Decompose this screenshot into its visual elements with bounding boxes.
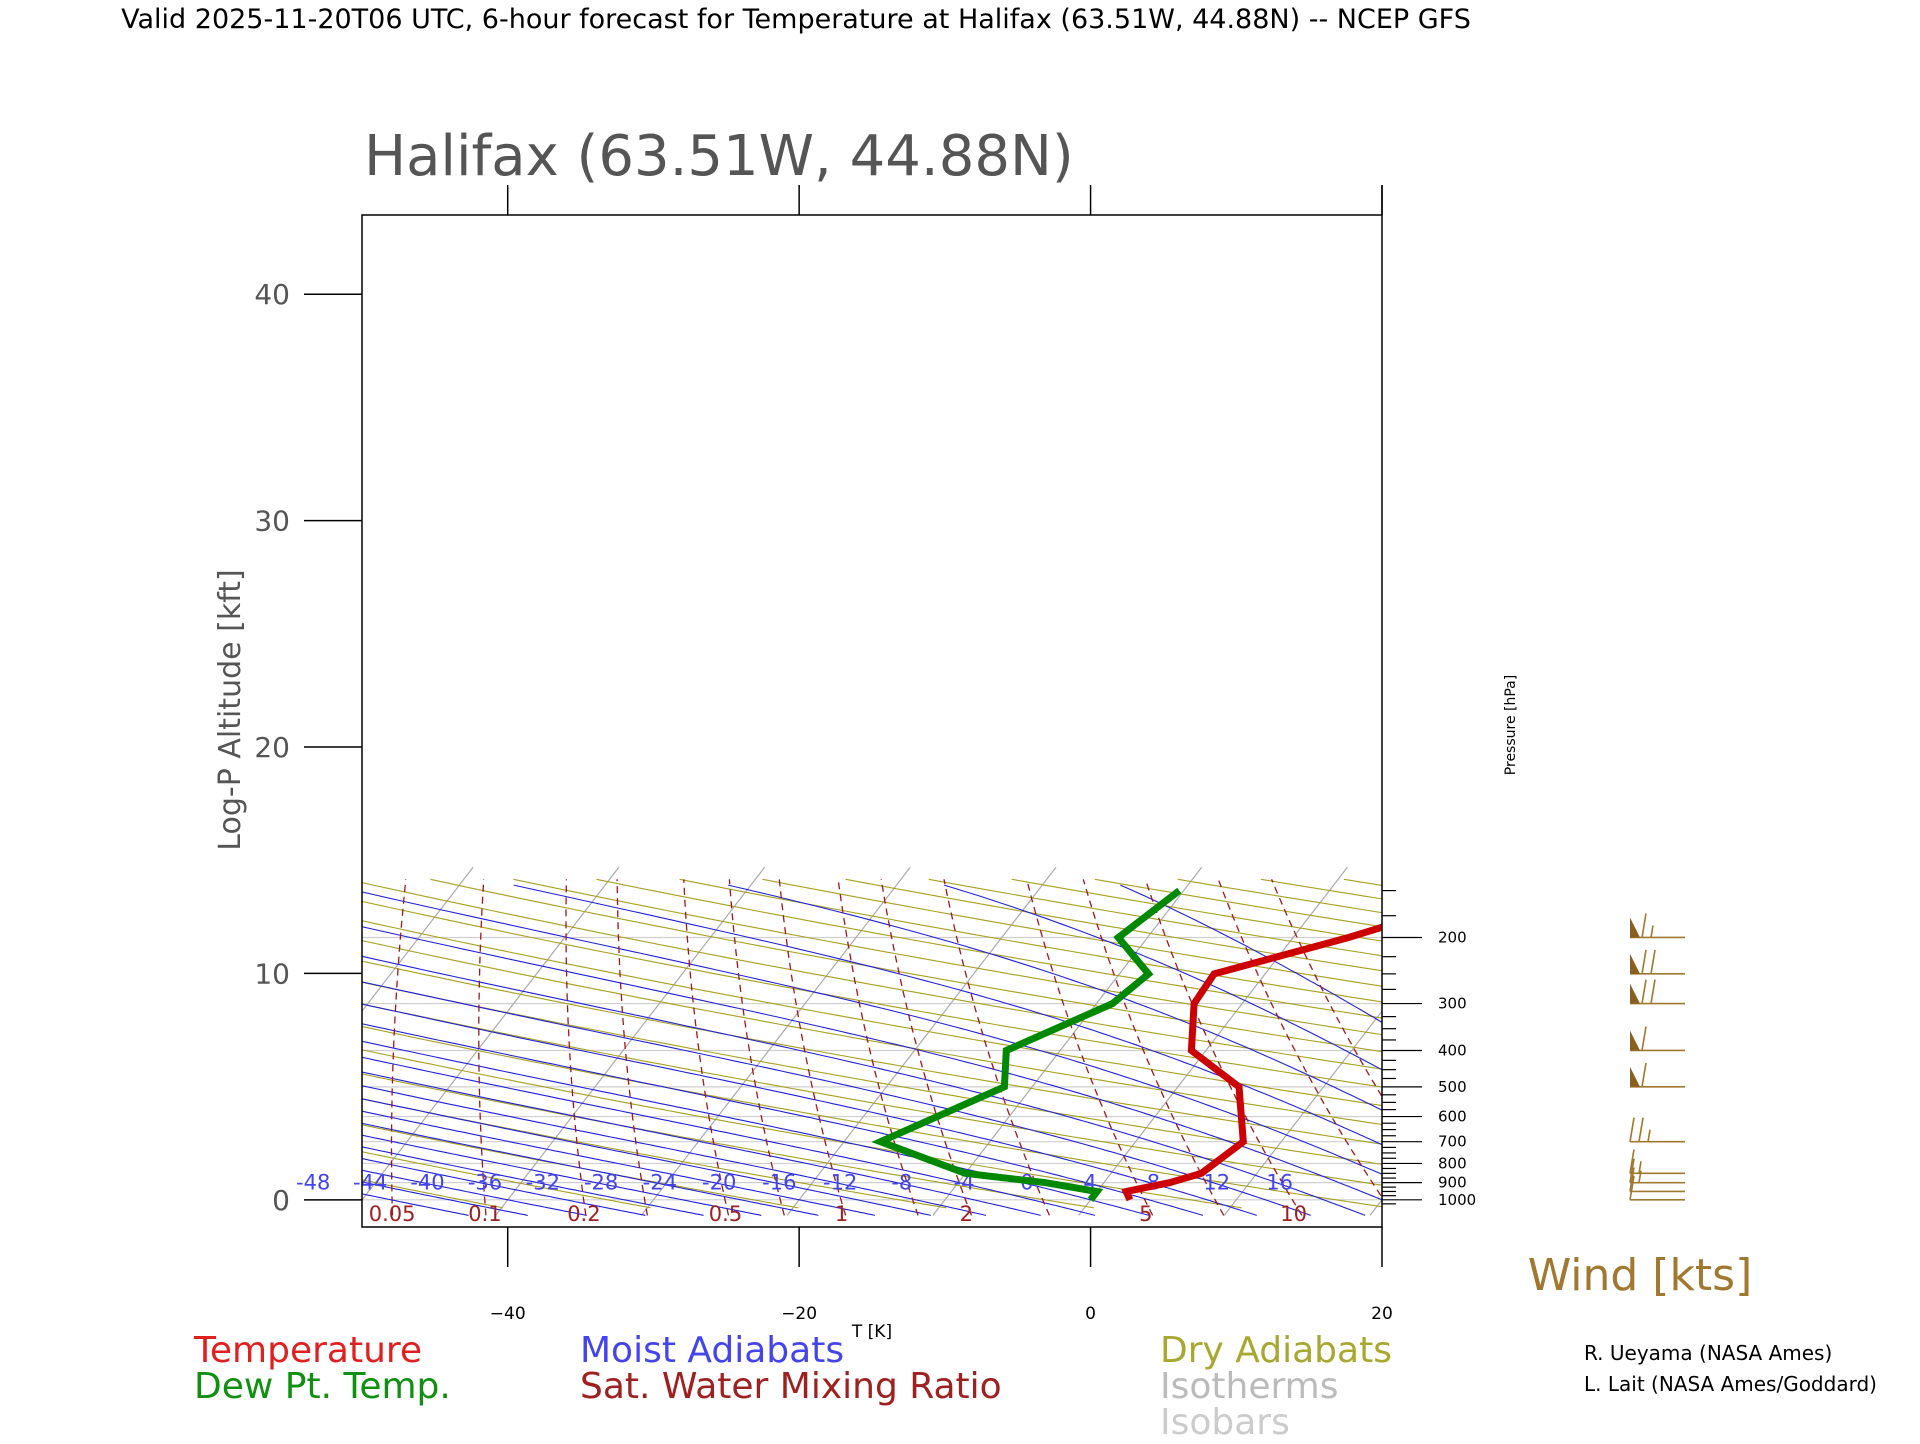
x-tick-label: 0 (1085, 1304, 1096, 1324)
mixing-ratio-label: 5 (1139, 1202, 1152, 1226)
moist-adiabat-label: -28 (584, 1171, 618, 1195)
wind-barbs (1630, 913, 1685, 1199)
pressure-tick-label: 600 (1438, 1108, 1467, 1126)
dry-adiabat-line (0, 879, 1242, 1208)
wind-barb (1630, 950, 1685, 974)
y-tick-label: 10 (254, 957, 290, 990)
mixing-ratio-labels: 0.05 0.1 0.2 0.5 1 2 5 10 (369, 1202, 1307, 1226)
legend-moist-adiabats: Moist Adiabats (580, 1330, 844, 1371)
moist-adiabat-label: -40 (410, 1171, 444, 1195)
mixing-ratio-line (684, 879, 729, 1215)
wind-barb (1630, 980, 1685, 1004)
mixing-ratio-label: 1 (835, 1202, 848, 1226)
credit-line-1: R. Ueyama (NASA Ames) (1584, 1341, 1832, 1365)
wind-barb (1630, 913, 1685, 937)
dry-adiabat-line (0, 879, 503, 1208)
x-axis-label: T [K] (851, 1322, 892, 1342)
moist-adiabat-label: -32 (526, 1171, 560, 1195)
x-tick-label: 20 (1371, 1304, 1393, 1324)
moist-adiabat-label: 16 (1266, 1171, 1293, 1195)
pressure-tick-label: 800 (1438, 1154, 1467, 1172)
mixing-ratio-label: 0.05 (369, 1202, 416, 1226)
header-title: Valid 2025-11-20T06 UTC, 6-hour forecast… (121, 4, 1471, 35)
pressure-tick-label: 700 (1438, 1133, 1467, 1151)
mixing-ratio-line (944, 879, 1049, 1215)
isotherm-line (1516, 867, 1785, 1215)
wind-barb (1630, 1063, 1685, 1087)
isotherm-line (59, 867, 328, 1215)
wind-barb (1630, 1176, 1685, 1200)
dry-adiabat-line (0, 879, 60, 1208)
wind-barb (1630, 1026, 1685, 1050)
pressure-tick-label: 300 (1438, 995, 1467, 1013)
mixing-ratio-label: 0.2 (567, 1202, 600, 1226)
wind-label: Wind [kts] (1528, 1250, 1753, 1301)
pressure-tick-label: 400 (1438, 1041, 1467, 1059)
isotherm-line (0, 867, 36, 1215)
y2-axis-label: Pressure [hPa] (1503, 675, 1519, 775)
pressure-tick-label: 200 (1438, 928, 1467, 946)
moist-adiabat-label: 12 (1203, 1171, 1230, 1195)
dry-adiabat-line (264, 879, 1920, 1208)
mixing-ratio-label: 0.5 (709, 1202, 742, 1226)
wind-barb (1630, 1118, 1685, 1142)
isotherm-line (0, 867, 182, 1215)
dry-adiabat-line (0, 879, 355, 1208)
legend-mixing-ratio: Sat. Water Mixing Ratio (580, 1366, 1002, 1407)
x-tick-label: −20 (781, 1304, 817, 1324)
legend-isotherms: Isotherms (1160, 1366, 1338, 1407)
wind-barb (1630, 1149, 1685, 1173)
moist-adiabat-label: -24 (643, 1171, 677, 1195)
chart-title: Halifax (63.51W, 44.88N) (364, 124, 1074, 189)
moist-adiabat-label: -36 (468, 1171, 502, 1195)
pressure-tick-label: 900 (1438, 1174, 1467, 1192)
moist-adiabat-label: -44 (353, 1171, 387, 1195)
dry-adiabat-line (0, 879, 1389, 1208)
legend-dewpoint: Dew Pt. Temp. (194, 1366, 451, 1407)
y-tick-label: 20 (254, 731, 290, 764)
credit-line-2: L. Lait (NASA Ames/Goddard) (1584, 1372, 1877, 1396)
x-tick-label: −40 (490, 1304, 526, 1324)
moist-adiabat-label: -12 (823, 1171, 857, 1195)
mixing-ratio-line (881, 879, 971, 1215)
y-tick-label: 0 (272, 1184, 290, 1217)
y-tick-label: 30 (254, 505, 290, 538)
moist-adiabat-label: -8 (891, 1171, 912, 1195)
dry-adiabat-line (1178, 879, 1920, 1208)
moist-adiabat-label: -20 (702, 1171, 736, 1195)
dry-adiabat-line (0, 879, 1685, 1208)
y-axis-label: Log-P Altitude [kft] (213, 569, 248, 850)
mixing-ratio-line (617, 879, 647, 1215)
pressure-tick-label: 1000 (1438, 1191, 1476, 1209)
legend-isobars: Isobars (1160, 1402, 1290, 1440)
dry-adiabat-line (1261, 879, 1920, 1208)
dry-adiabat-line (0, 879, 207, 1208)
mixing-ratio-label: 2 (960, 1202, 973, 1226)
legend-dry-adiabats: Dry Adiabats (1160, 1330, 1392, 1371)
mixing-ratio-line (729, 879, 784, 1215)
wind-barb (1630, 1167, 1685, 1191)
dry-adiabat-line (929, 879, 1920, 1208)
dry-adiabat-line (597, 879, 1920, 1208)
moist-adiabat-label: -16 (762, 1171, 796, 1195)
wind-barb (1630, 1159, 1685, 1183)
legend: Temperature Dew Pt. Temp. Moist Adiabats… (193, 1330, 1392, 1440)
mixing-ratio-label: 0.1 (468, 1202, 501, 1226)
mixing-ratio-label: 10 (1280, 1202, 1307, 1226)
isotherm-line (1661, 867, 1920, 1215)
moist-adiabat-label: -48 (296, 1171, 330, 1195)
legend-temperature: Temperature (193, 1330, 422, 1371)
y-tick-label: 40 (254, 278, 290, 311)
pressure-tick-label: 500 (1438, 1078, 1467, 1096)
